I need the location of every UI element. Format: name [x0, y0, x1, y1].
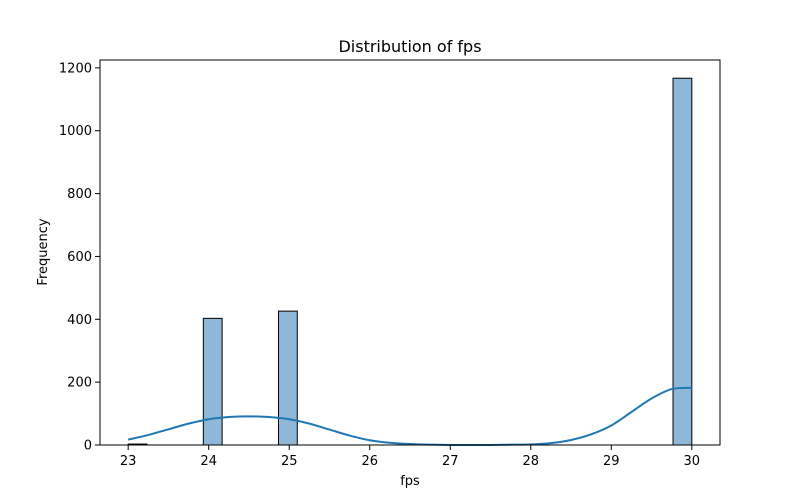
- x-tick-label: 25: [281, 454, 298, 469]
- x-tick-label: 26: [361, 454, 378, 469]
- x-tick-label: 28: [523, 454, 540, 469]
- y-tick-label: 800: [67, 187, 92, 202]
- y-tick-label: 1200: [59, 61, 92, 76]
- x-axis-label: fps: [400, 474, 420, 489]
- x-tick-label: 30: [684, 454, 701, 469]
- y-tick-label: 200: [67, 376, 92, 391]
- y-tick-label: 1000: [59, 124, 92, 139]
- histogram-bar: [277, 310, 298, 446]
- x-tick-label: 24: [200, 454, 217, 469]
- histogram-bar: [672, 77, 693, 446]
- chart-title: Distribution of fps: [338, 37, 481, 56]
- histogram-bar: [202, 317, 223, 446]
- x-tick-label: 27: [442, 454, 459, 469]
- y-axis-label: Frequency: [36, 218, 51, 285]
- x-tick-label: 23: [120, 454, 137, 469]
- x-tick-label: 29: [603, 454, 620, 469]
- x-axis-ticks: 23 24 25 26 27 28 29 30: [120, 445, 700, 469]
- kde-layer: [127, 386, 692, 447]
- plot-frame: [99, 59, 721, 446]
- y-axis-ticks: 0 200 400 600 800 1000 1200: [59, 61, 100, 454]
- y-tick-label: 0: [84, 439, 92, 454]
- y-tick-label: 600: [67, 250, 92, 265]
- y-tick-label: 400: [67, 313, 92, 328]
- kde-curve: [127, 386, 692, 447]
